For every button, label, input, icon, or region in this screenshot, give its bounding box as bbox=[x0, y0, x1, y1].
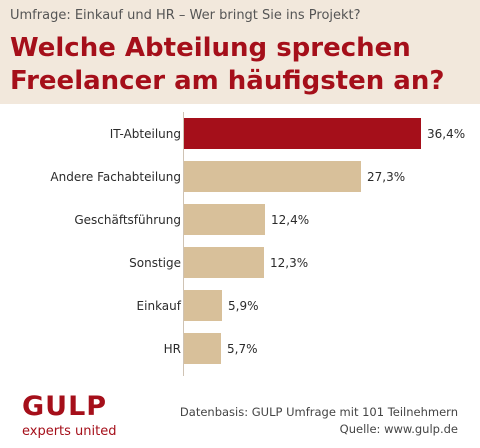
bar-chart: IT-Abteilung 36,4% Andere Fachabteilung 27,… bbox=[0, 104, 480, 376]
category-label: IT-Abteilung bbox=[109, 126, 181, 141]
chart-title: Welche Abteilung sprechen Freelancer am … bbox=[10, 33, 445, 96]
gulp-logo: GULP bbox=[22, 391, 108, 422]
bar-sonstige bbox=[184, 247, 264, 278]
bar-andere-fachabteilung bbox=[184, 161, 361, 192]
source-line-data-basis: Datenbasis: GULP Umfrage mit 101 Teilneh… bbox=[179, 405, 458, 419]
source-note: Datenbasis: GULP Umfrage mit 101 Teilneh… bbox=[180, 404, 458, 438]
bar-hr bbox=[184, 333, 221, 364]
bar-value-label: 12,4% bbox=[271, 212, 310, 227]
category-label: Einkauf bbox=[136, 298, 181, 313]
bar-value-label: 36,4% bbox=[427, 126, 466, 141]
source-line-url: Quelle: www.gulp.de bbox=[339, 422, 458, 436]
category-label: Sonstige bbox=[129, 255, 181, 270]
category-label: HR bbox=[163, 341, 181, 356]
category-label: Geschäftsführung bbox=[74, 212, 181, 227]
bar-einkauf bbox=[184, 290, 222, 321]
logo-tagline: experts united bbox=[22, 424, 117, 439]
category-label: Andere Fachabteilung bbox=[50, 169, 181, 184]
bar-value-label: 5,9% bbox=[228, 298, 259, 313]
bar-it-abteilung bbox=[184, 118, 421, 149]
survey-subtitle: Umfrage: Einkauf und HR – Wer bringt Sie… bbox=[10, 8, 361, 23]
bar-value-label: 12,3% bbox=[270, 255, 309, 270]
category-axis bbox=[183, 112, 184, 376]
bar-value-label: 5,7% bbox=[227, 341, 258, 356]
header-band: Umfrage: Einkauf und HR – Wer bringt Sie… bbox=[0, 0, 480, 104]
bar-value-label: 27,3% bbox=[367, 169, 406, 184]
bar-geschäftsführung bbox=[184, 204, 265, 235]
